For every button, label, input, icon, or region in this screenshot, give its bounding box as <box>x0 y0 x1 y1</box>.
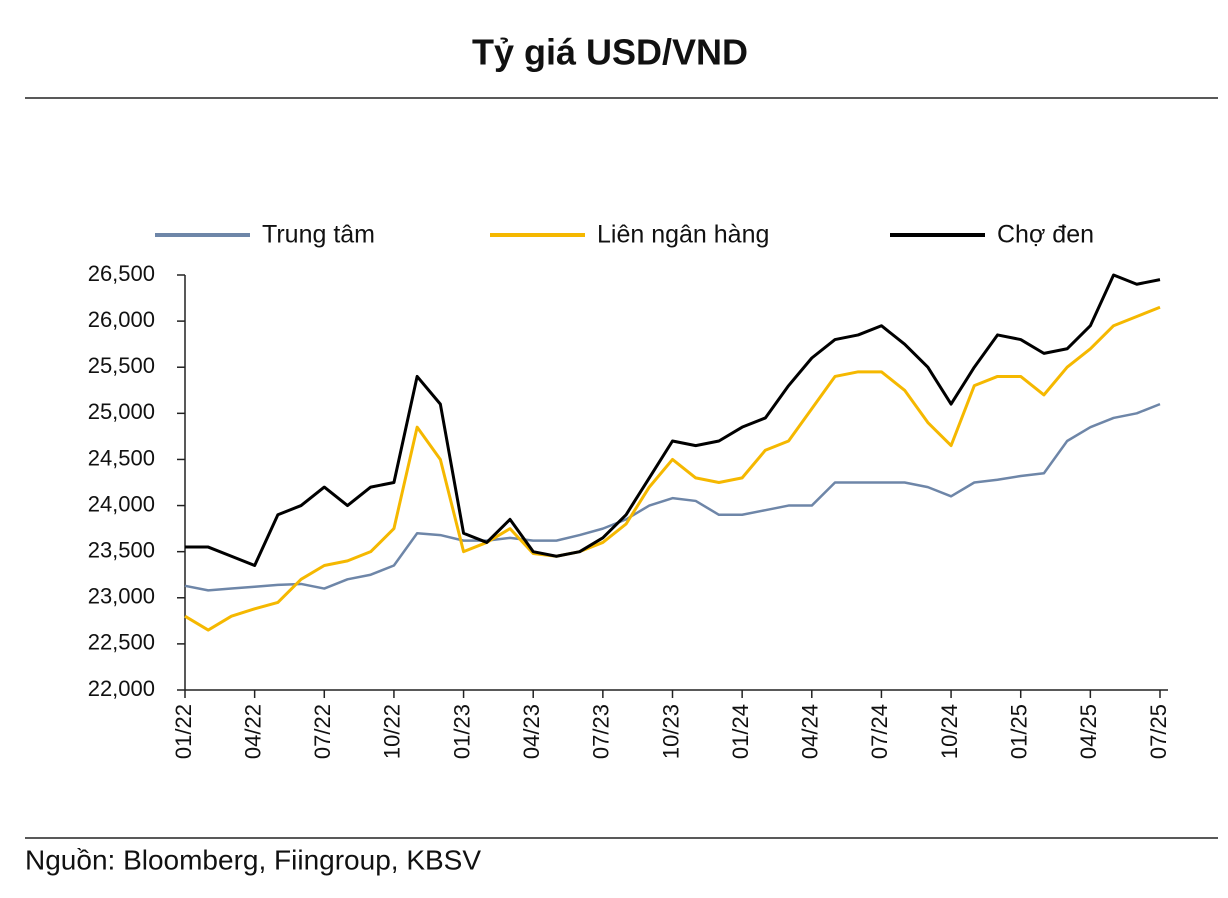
y-tick-label: 23,000 <box>88 584 155 609</box>
legend-label: Chợ đen <box>997 221 1094 249</box>
x-tick-label: 07/22 <box>310 704 335 759</box>
x-tick-label: 01/25 <box>1007 704 1032 759</box>
x-tick-label: 01/22 <box>171 704 196 759</box>
x-tick-label: 04/22 <box>240 704 265 759</box>
x-tick-label: 04/25 <box>1076 704 1101 759</box>
x-tick-label: 07/25 <box>1146 704 1171 759</box>
y-tick-label: 23,500 <box>88 537 155 562</box>
y-tick-label: 22,000 <box>88 676 155 701</box>
x-tick-label: 04/24 <box>798 704 823 759</box>
series-line <box>184 402 1161 592</box>
y-tick-label: 26,500 <box>88 261 155 286</box>
x-tick-label: 07/23 <box>589 704 614 759</box>
y-tick-label: 24,500 <box>88 445 155 470</box>
y-tick-label: 24,000 <box>88 491 155 516</box>
chart-title: Tỷ giá USD/VND <box>472 32 748 73</box>
x-tick-label: 07/24 <box>867 704 892 759</box>
series-line <box>184 305 1161 632</box>
legend-label: Liên ngân hàng <box>597 221 769 249</box>
y-tick-label: 22,500 <box>88 630 155 655</box>
y-tick-label: 26,000 <box>88 307 155 332</box>
x-tick-label: 10/24 <box>937 704 962 759</box>
x-tick-label: 01/23 <box>449 704 474 759</box>
x-tick-label: 04/23 <box>519 704 544 759</box>
legend-label: Trung tâm <box>262 221 375 249</box>
x-tick-label: 01/24 <box>728 704 753 759</box>
source-note: Nguồn: Bloomberg, Fiingroup, KBSV <box>25 844 481 875</box>
series-line <box>185 273 1161 567</box>
x-tick-label: 10/23 <box>658 704 683 759</box>
y-tick-label: 25,000 <box>88 399 155 424</box>
y-tick-label: 25,500 <box>88 353 155 378</box>
x-tick-label: 10/22 <box>380 704 405 759</box>
